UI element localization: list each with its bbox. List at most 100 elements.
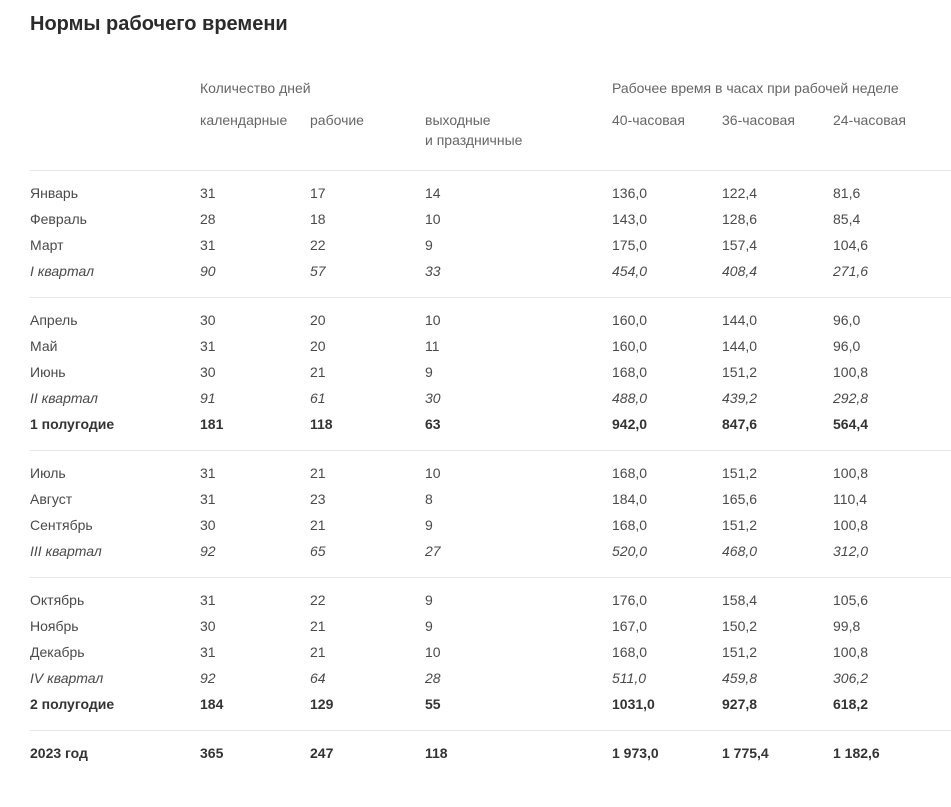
cell-value: 18 (310, 211, 326, 227)
row-label: Май (30, 338, 58, 354)
cell-value: 468,0 (722, 543, 758, 559)
cell-value: 33 (425, 263, 441, 279)
header-spacer (30, 78, 200, 110)
cell-value: 22 (310, 592, 326, 608)
table-row: 2023 год 365 247 118 1 973,0 1 775,4 1 182,6 (30, 731, 951, 780)
cell-value: 99,8 (833, 618, 861, 634)
cell-value: 618,2 (833, 696, 869, 712)
cell-value: 64 (310, 670, 326, 686)
cell-value: 271,6 (833, 263, 869, 279)
cell-value: 118 (310, 416, 333, 432)
cell-value: 105,6 (833, 592, 869, 608)
cell-value: 168,0 (612, 644, 648, 660)
cell-value: 365 (200, 745, 224, 761)
row-label: Март (30, 237, 64, 253)
table-row: Февраль 28 18 10 143,0 128,6 85,4 (30, 206, 951, 232)
table-row: IV квартал 92 64 28 511,0 459,8 306,2 (30, 665, 951, 691)
cell-value: 21 (310, 618, 326, 634)
cell-value: 90 (200, 263, 216, 279)
cell-value: 1031,0 (612, 696, 655, 712)
group-header-hours: Рабочее время в часах при рабочей неделе (612, 80, 899, 96)
table-row: Декабрь 31 21 10 168,0 151,2 100,8 (30, 639, 951, 665)
cell-value: 150,2 (722, 618, 758, 634)
cell-value: 144,0 (722, 312, 758, 328)
cell-value: 96,0 (833, 338, 861, 354)
cell-value: 21 (310, 364, 326, 380)
cell-value: 128,6 (722, 211, 758, 227)
row-label: Апрель (30, 312, 78, 328)
cell-value: 151,2 (722, 465, 758, 481)
table-row: Май 31 20 11 160,0 144,0 96,0 (30, 333, 951, 359)
cell-value: 168,0 (612, 517, 648, 533)
cell-value: 85,4 (833, 211, 861, 227)
column-header-weekend-holidays: выходные и праздничные (425, 112, 523, 148)
cell-value: 30 (425, 390, 441, 406)
group-header-days: Количество дней (200, 80, 311, 96)
table-section: Июль 31 21 10 168,0 151,2 100,8 Август 31 23 8 184,… (30, 450, 951, 578)
cell-value: 100,8 (833, 364, 869, 380)
cell-value: 160,0 (612, 312, 648, 328)
cell-value: 9 (425, 618, 433, 634)
cell-value: 20 (310, 338, 326, 354)
cell-value: 65 (310, 543, 326, 559)
table-section: Январь 31 17 14 136,0 122,4 81,6 Февраль 28 18 10 1… (30, 170, 951, 298)
table-section: 2023 год 365 247 118 1 973,0 1 775,4 1 182,6 (30, 730, 951, 780)
table-row: III квартал 92 65 27 520,0 468,0 312,0 (30, 538, 951, 578)
cell-value: 312,0 (833, 543, 869, 559)
cell-value: 168,0 (612, 465, 648, 481)
row-label: Ноябрь (30, 618, 79, 634)
cell-value: 143,0 (612, 211, 648, 227)
cell-value: 10 (425, 312, 441, 328)
cell-value: 11 (425, 338, 440, 354)
row-label: Декабрь (30, 644, 85, 660)
cell-value: 57 (310, 263, 326, 279)
cell-value: 31 (200, 237, 216, 253)
cell-value: 63 (425, 416, 441, 432)
row-label: Июнь (30, 364, 66, 380)
cell-value: 81,6 (833, 185, 861, 201)
cell-value: 61 (310, 390, 326, 406)
cell-value: 927,8 (722, 696, 758, 712)
cell-value: 8 (425, 491, 433, 507)
page-title: Нормы рабочего времени (30, 13, 288, 35)
cell-value: 160,0 (612, 338, 648, 354)
column-header-36-hour-week: 36-часовая (722, 112, 795, 128)
cell-value: 151,2 (722, 517, 758, 533)
working-time-table: Количество дней Рабочее время в часах пр… (30, 78, 951, 779)
cell-value: 31 (200, 185, 216, 201)
row-label: III квартал (30, 543, 102, 559)
row-label: Октябрь (30, 592, 85, 608)
table-row: Октябрь 31 22 9 176,0 158,4 105,6 (30, 578, 951, 614)
table-row: Январь 31 17 14 136,0 122,4 81,6 (30, 171, 951, 207)
cell-value: 17 (310, 185, 326, 201)
cell-value: 184 (200, 696, 224, 712)
cell-value: 31 (200, 338, 216, 354)
cell-value: 459,8 (722, 670, 758, 686)
row-label: IV квартал (30, 670, 104, 686)
cell-value: 175,0 (612, 237, 648, 253)
table-row: Сентябрь 30 21 9 168,0 151,2 100,8 (30, 512, 951, 538)
column-header-row: календарные рабочие выходные и праздничн… (30, 110, 951, 171)
cell-value: 129 (310, 696, 334, 712)
table-row: Март 31 22 9 175,0 157,4 104,6 (30, 232, 951, 258)
cell-value: 91 (200, 390, 216, 406)
column-header-40-hour-week: 40-часовая (612, 112, 685, 128)
row-label: II квартал (30, 390, 98, 406)
cell-value: 247 (310, 745, 334, 761)
cell-value: 942,0 (612, 416, 648, 432)
table-row: Июнь 30 21 9 168,0 151,2 100,8 (30, 359, 951, 385)
cell-value: 30 (200, 517, 216, 533)
cell-value: 1 182,6 (833, 745, 880, 761)
cell-value: 167,0 (612, 618, 648, 634)
cell-value: 176,0 (612, 592, 648, 608)
cell-value: 136,0 (612, 185, 648, 201)
row-label: 2 полугодие (30, 696, 115, 712)
row-label: Февраль (30, 211, 87, 227)
cell-value: 157,4 (722, 237, 758, 253)
cell-value: 181 (200, 416, 224, 432)
table-section: Апрель 30 20 10 160,0 144,0 96,0 Май 31 20 11 160,0… (30, 297, 951, 451)
cell-value: 28 (200, 211, 216, 227)
cell-value: 151,2 (722, 364, 758, 380)
cell-value: 14 (425, 185, 441, 201)
